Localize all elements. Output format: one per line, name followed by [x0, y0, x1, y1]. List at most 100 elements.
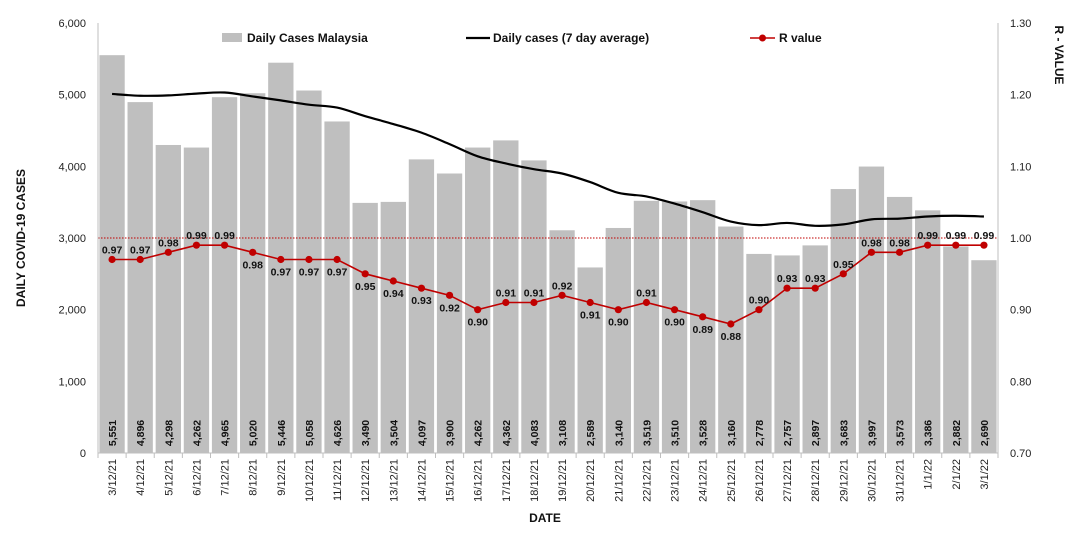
bar-label-14: 4,262: [473, 420, 485, 446]
x-tick-label-24: 26/12/21: [754, 459, 766, 502]
r-point-30: [924, 241, 932, 249]
bar-3: [155, 144, 181, 453]
x-tick-label-31: 2/1/22: [951, 459, 963, 490]
legend-swatch-bar: [222, 33, 242, 42]
bar-label-3: 4,298: [163, 420, 175, 446]
bar-31: [943, 246, 969, 453]
bar-label-6: 5,020: [248, 420, 260, 446]
y-tick-label-1: 0: [80, 448, 86, 460]
bar-label-18: 2,589: [585, 420, 597, 446]
r-point-16: [530, 298, 538, 307]
y2-tick-label-3: 0.90: [1010, 305, 1031, 317]
bar-label-27: 3,683: [838, 420, 850, 446]
bar-label-19: 3,140: [613, 420, 625, 446]
bar-label-21: 3,510: [670, 420, 682, 446]
r-label-20: 0.91: [636, 288, 657, 300]
r-label-12: 0.93: [411, 295, 432, 307]
x-tick-label-32: 3/1/22: [979, 459, 991, 490]
bar-11: [380, 201, 406, 453]
x-tick-label-14: 16/12/21: [473, 459, 485, 502]
x-tick-label-19: 21/12/21: [613, 459, 625, 502]
r-point-12: [417, 284, 426, 292]
r-point-3: [164, 248, 172, 256]
bar-21: [661, 201, 688, 453]
bar-9: [324, 121, 350, 453]
bar-4: [183, 147, 210, 453]
r-label-13: 0.92: [439, 302, 460, 314]
bar-label-24: 2,778: [754, 420, 766, 446]
bar-26: [802, 245, 828, 453]
x-tick-label-16: 18/12/21: [529, 459, 541, 502]
r-point-1: [108, 255, 116, 264]
bar-18: [577, 267, 603, 453]
y-tick-label-2: 1,000: [58, 376, 86, 388]
bar-8: [296, 90, 322, 453]
bar-label-30: 3,386: [923, 420, 935, 446]
bar-label-11: 3,504: [388, 420, 400, 446]
bar-label-29: 3,573: [895, 420, 907, 446]
r-point-11: [389, 277, 397, 285]
r-label-26: 0.93: [805, 273, 826, 285]
r-point-7: [277, 255, 285, 264]
x-axis-title: DATE: [529, 511, 561, 525]
r-label-3: 0.98: [158, 237, 179, 249]
r-point-13: [445, 291, 454, 299]
r-point-8: [305, 255, 313, 264]
r-point-20: [642, 298, 651, 307]
x-tick-label-2: 4/12/21: [135, 459, 147, 496]
x-tick-label-23: 25/12/21: [726, 459, 738, 502]
y-tick-label-7: 6,000: [58, 18, 86, 30]
x-tick-label-21: 23/12/21: [670, 459, 682, 502]
r-label-8: 0.97: [299, 267, 320, 279]
y2-tick-label-7: 1.30: [1010, 18, 1031, 30]
bar-label-12: 4,097: [416, 420, 428, 446]
r-point-22: [699, 313, 707, 321]
bar-label-15: 4,362: [501, 420, 513, 446]
bar-label-25: 2,757: [782, 420, 794, 446]
r-point-15: [502, 298, 510, 307]
y2-tick-label-4: 1.00: [1010, 233, 1031, 245]
bar-5: [211, 97, 238, 454]
x-tick-label-4: 6/12/21: [191, 459, 203, 496]
x-tick-label-1: 3/12/21: [107, 459, 119, 496]
r-value-line: [112, 244, 984, 325]
r-point-17: [558, 291, 566, 299]
seven-day-average-line: [111, 91, 984, 227]
y-tick-label-3: 2,000: [58, 305, 86, 317]
y2-axis-title: R - VALUE: [1052, 25, 1066, 84]
bar-label-22: 3,528: [698, 420, 710, 446]
bar-30: [915, 210, 941, 453]
y2-tick-label-6: 1.20: [1010, 90, 1031, 102]
bar-labels-group: 5,551 4,896 4,298 4,262 4,965 5,020 5,446 5,058…: [107, 420, 991, 446]
bar-label-31: 2,882: [951, 420, 963, 446]
x-tick-label-11: 13/12/21: [388, 459, 400, 502]
bar-label-10: 3,490: [360, 420, 372, 446]
r-label-17: 0.92: [552, 280, 573, 292]
x-tick-label-20: 22/12/21: [641, 459, 653, 502]
r-label-27: 0.95: [833, 259, 854, 271]
bar-10: [352, 202, 378, 453]
bar-2: [127, 102, 153, 454]
y-axis-title: DAILY COVID-19 CASES: [14, 169, 28, 307]
legend: Daily Cases Malaysia Daily cases (7 day …: [222, 31, 822, 45]
r-label-15: 0.91: [496, 288, 517, 300]
r-point-27: [839, 270, 847, 278]
x-tick-label-8: 10/12/21: [304, 459, 316, 502]
r-value-labels-group: 0.97 0.97 0.98 0.99 0.99 0.98 0.97 0.97 0.97 0.95…: [102, 230, 994, 343]
bar-label-1: 5,551: [107, 420, 119, 446]
bar-32: [971, 260, 997, 453]
r-label-9: 0.97: [327, 267, 348, 279]
x-tick-labels-group: 3/12/21 4/12/21 5/12/21 6/12/21 7/12/21 8/12/…: [107, 459, 991, 502]
r-point-9: [333, 255, 341, 264]
r-label-25: 0.93: [777, 273, 798, 285]
bar-label-23: 3,160: [726, 420, 738, 446]
r-value-points-group: [108, 241, 988, 328]
x-tick-label-26: 28/12/21: [810, 459, 822, 502]
x-tick-label-10: 12/12/21: [360, 459, 372, 502]
r-label-22: 0.89: [692, 324, 713, 336]
y-tick-label-6: 5,000: [58, 90, 86, 102]
bar-20: [633, 200, 660, 453]
r-label-21: 0.90: [664, 317, 685, 329]
